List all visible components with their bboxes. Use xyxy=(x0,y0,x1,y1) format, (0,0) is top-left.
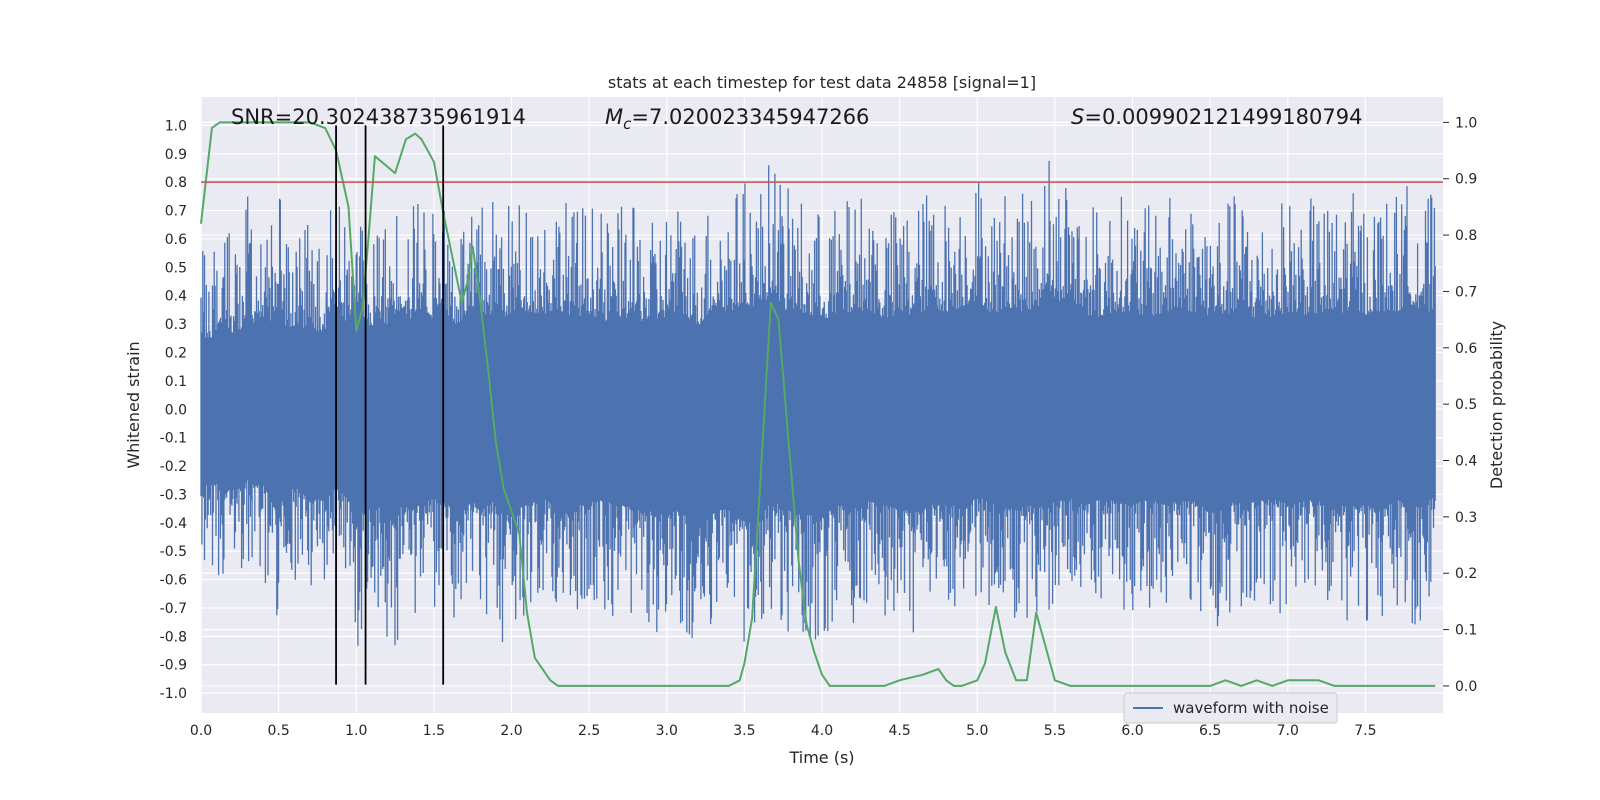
waveform-trace xyxy=(200,160,1436,646)
x-tick-label: 0.5 xyxy=(267,723,289,739)
overlay-lines xyxy=(201,125,1443,685)
y-tick-label: -0.8 xyxy=(160,629,187,645)
y-right-tick-label: 0.2 xyxy=(1455,566,1477,582)
y-tick-label: 0.1 xyxy=(165,374,187,390)
detection-probability-line xyxy=(200,121,1436,687)
x-tick-label: 3.5 xyxy=(733,723,755,739)
y-right-tick-label: 0.5 xyxy=(1455,397,1477,413)
y-tick-label: -0.5 xyxy=(160,544,187,560)
y-tick-label: 0.0 xyxy=(165,402,187,418)
y-tick-label: 0.9 xyxy=(165,147,187,163)
y-tick-label: 0.2 xyxy=(165,345,187,361)
x-axis-label: Time (s) xyxy=(788,748,854,767)
snr-annotation: SNR=20.302438735961914 xyxy=(231,105,526,129)
y-tick-label: -0.9 xyxy=(160,658,187,674)
chart-title: stats at each timestep for test data 248… xyxy=(608,73,1036,92)
chirp-mass-annotation: Mc=7.020023345947266 xyxy=(605,105,869,133)
x-tick-label: 1.0 xyxy=(345,723,367,739)
y-right-tick-label: 0.9 xyxy=(1455,172,1477,188)
x-tick-label: 4.5 xyxy=(888,723,910,739)
y-axis-label: Whitened strain xyxy=(124,341,143,468)
y-right-tick-label: 0.8 xyxy=(1455,228,1477,244)
x-tick-label: 3.0 xyxy=(656,723,678,739)
y-right-tick-label: 0.3 xyxy=(1455,510,1477,526)
y-right-tick-label: 0.4 xyxy=(1455,454,1477,470)
y-tick-label: 0.4 xyxy=(165,289,187,305)
s-annotation: S=0.009902121499180794 xyxy=(1071,105,1362,129)
y-right-tick-label: 0.0 xyxy=(1455,679,1477,695)
x-tick-label: 4.0 xyxy=(811,723,833,739)
y-right-axis-label: Detection probability xyxy=(1487,321,1506,489)
x-tick-label: 5.0 xyxy=(966,723,988,739)
x-tick-label: 5.5 xyxy=(1044,723,1066,739)
x-tick-label: 7.0 xyxy=(1277,723,1299,739)
y-tick-label: -0.6 xyxy=(160,573,187,589)
y-tick-label: -0.3 xyxy=(160,487,187,503)
x-tick-label: 7.5 xyxy=(1354,723,1376,739)
y-right-tick-label: 1.0 xyxy=(1455,115,1477,131)
legend-label: waveform with noise xyxy=(1173,699,1329,717)
y-right-axis-ticks: 1.0 0.9 0.8 0.7 0.6 0.5 0.4 0.3 0.2 0.1 0.0 xyxy=(1443,115,1477,695)
y-tick-label: 0.3 xyxy=(165,317,187,333)
y-tick-label: 0.6 xyxy=(165,232,187,248)
y-tick-label: 0.8 xyxy=(165,175,187,191)
y-tick-label: 0.5 xyxy=(165,260,187,276)
y-tick-label: -1.0 xyxy=(160,686,187,702)
y-tick-label: -0.7 xyxy=(160,601,187,617)
waveform-series xyxy=(200,160,1436,646)
y-right-tick-label: 0.7 xyxy=(1455,284,1477,300)
y-right-tick-label: 0.6 xyxy=(1455,341,1477,357)
legend-box xyxy=(1123,692,1338,724)
legend: waveform with noise xyxy=(1123,692,1338,724)
x-tick-label: 1.5 xyxy=(423,723,445,739)
y-tick-label: -0.2 xyxy=(160,459,187,475)
y-axis-ticks: 1.0 0.9 0.8 0.7 0.6 0.5 0.4 0.3 0.2 0.1 0.0 -0.1 -0.… xyxy=(160,118,187,702)
detection-probability-series xyxy=(200,121,1436,687)
y-right-tick-label: 0.1 xyxy=(1455,623,1477,639)
y-tick-label: 1.0 xyxy=(165,118,187,134)
y-tick-label: -0.4 xyxy=(160,516,187,532)
x-tick-label: 0.0 xyxy=(190,723,212,739)
x-tick-label: 6.0 xyxy=(1121,723,1143,739)
x-axis-ticks: 0.0 0.5 1.0 1.5 2.0 2.5 3.0 3.5 4.0 4.5 5.0 5.5 6.0 6… xyxy=(190,723,1377,739)
y-tick-label: 0.7 xyxy=(165,204,187,220)
x-tick-label: 2.0 xyxy=(500,723,522,739)
y-tick-label: -0.1 xyxy=(160,431,187,447)
x-tick-label: 6.5 xyxy=(1199,723,1221,739)
x-tick-label: 2.5 xyxy=(578,723,600,739)
